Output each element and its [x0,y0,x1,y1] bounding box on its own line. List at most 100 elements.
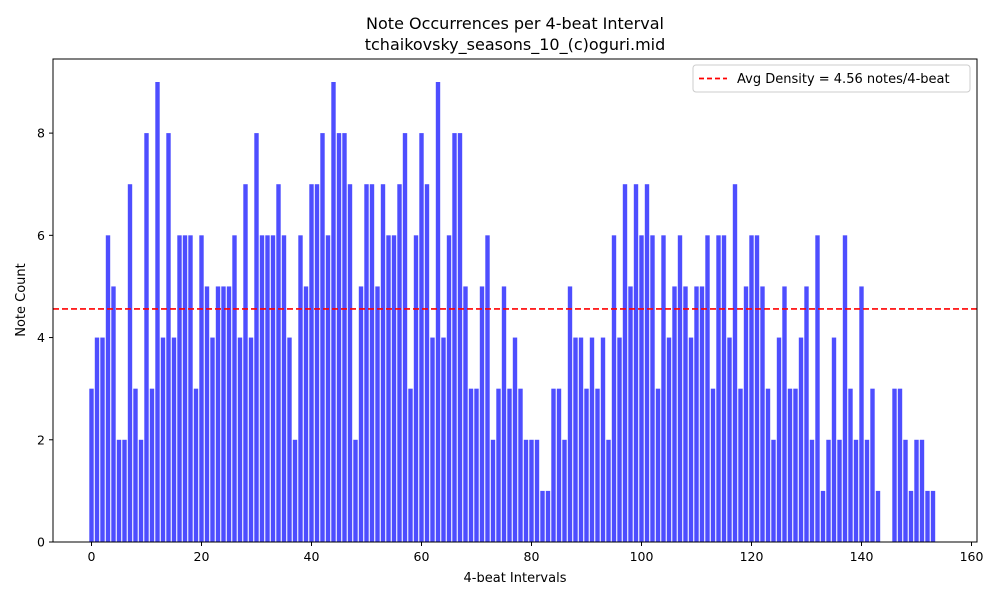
bar [127,184,133,542]
bar [903,439,908,542]
bar [826,439,831,542]
bar [265,235,270,542]
x-tick-label: 80 [524,549,540,564]
bar [600,337,606,542]
bar [567,286,573,542]
bar [529,439,534,542]
bar [672,286,677,542]
y-tick-label: 0 [37,535,45,550]
bar [853,439,859,542]
bar [358,286,364,542]
bar [254,133,259,543]
bar [397,184,402,542]
x-tick-label: 20 [194,549,210,564]
y-axis-label: Note Count [14,263,29,337]
bar [314,184,320,542]
bar [870,388,875,542]
bar [925,490,930,542]
y-tick-label: 2 [37,432,45,447]
bar [760,286,765,542]
bar [848,388,853,542]
bar [364,184,369,542]
bar [705,235,710,542]
bar [897,388,903,542]
bar [188,235,193,542]
bar [611,235,617,542]
bar [391,235,397,542]
bar [688,337,694,542]
bar [199,235,204,542]
bar [815,235,820,542]
bar [457,133,463,543]
bar [639,235,644,542]
bar [287,337,292,542]
bar [765,388,771,542]
bar [276,184,281,542]
bar [595,388,600,542]
bar [716,235,721,542]
bar [237,337,243,542]
bar [402,133,408,543]
bar [661,235,666,542]
bar [248,337,254,542]
bar [496,388,501,542]
bar [507,388,512,542]
bar [100,337,105,542]
x-tick-label: 60 [414,549,430,564]
bar [303,286,309,542]
bar [837,439,842,542]
legend-box [692,64,971,93]
bar [694,286,699,542]
bar [727,337,732,542]
bar [782,286,787,542]
bar [864,439,870,542]
bar [545,490,551,542]
bar [732,184,738,542]
bar [650,235,655,542]
bar [424,184,430,542]
bar [441,337,446,542]
bar [144,133,149,543]
bar [919,439,925,542]
bar [754,235,760,542]
bar [644,184,650,542]
bar [380,184,386,542]
bar [677,235,683,542]
bar [342,133,347,543]
bar [551,388,556,542]
bar [628,286,633,542]
bar [776,337,782,542]
bar [518,388,523,542]
x-axis-ticks: 0 20 40 60 80 100 120 140 160 [88,542,984,564]
bar [914,439,919,542]
bar [485,235,490,542]
x-tick-label: 40 [304,549,320,564]
bar [309,184,314,542]
bar [771,439,776,542]
bar [804,286,809,542]
bar [259,235,265,542]
bar [633,184,639,542]
bar [292,439,298,542]
bar [842,235,848,542]
plot-frame [52,58,978,543]
bar [320,133,325,543]
bar [446,235,452,542]
bar [540,490,545,542]
bar [930,490,936,542]
bar [578,337,584,542]
bar [347,184,353,542]
legend-label: Avg Density = 4.56 notes/4-beat [737,72,950,87]
bar [798,337,804,542]
bar [243,184,248,542]
bar [353,439,358,542]
x-tick-label: 160 [960,549,984,564]
chart-subtitle: tchaikovsky_seasons_10_(c)oguri.mid [365,35,666,55]
bar [743,286,749,542]
bar [149,388,155,542]
bar [171,337,177,542]
bar [523,439,529,542]
bar [490,439,496,542]
bar [408,388,413,542]
bar [738,388,743,542]
